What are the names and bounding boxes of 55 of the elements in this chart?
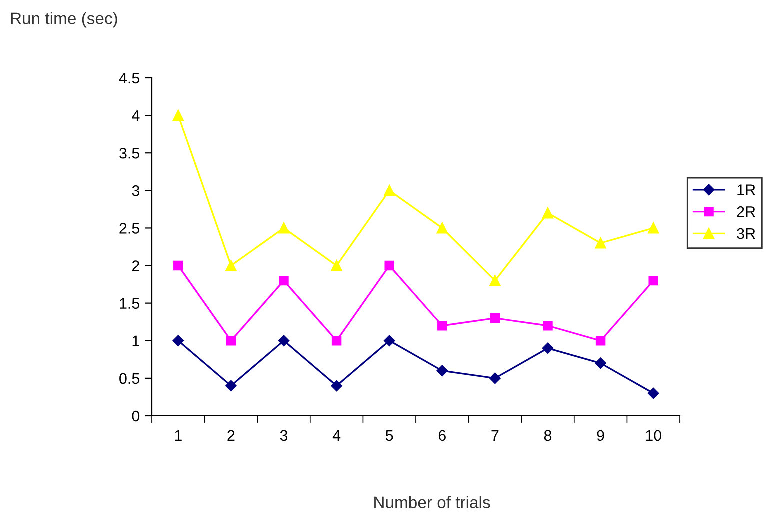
- legend-label: 2R: [737, 206, 756, 218]
- point: [226, 260, 237, 272]
- y-axis-title: Run time (sec): [11, 12, 118, 28]
- point: [279, 276, 289, 286]
- point: [226, 336, 236, 346]
- point: [595, 238, 606, 249]
- point: [384, 185, 396, 196]
- y-tick-label: 2.5: [120, 223, 140, 234]
- y-tick-label: 0.5: [120, 373, 140, 384]
- y-tick-label: 0: [132, 410, 140, 422]
- y-tick-label: 4.5: [119, 73, 140, 84]
- point: [331, 260, 342, 272]
- point: [596, 336, 606, 346]
- point: [172, 335, 184, 346]
- point: [490, 275, 501, 286]
- point: [542, 342, 554, 354]
- y-tick-label: 3.5: [120, 148, 140, 159]
- point: [384, 335, 396, 346]
- point: [648, 276, 658, 286]
- point: [648, 222, 660, 234]
- point: [332, 336, 342, 346]
- y-tick-label: 4: [132, 110, 140, 122]
- point: [172, 110, 184, 122]
- x-tick-label: 8: [544, 430, 552, 442]
- point: [226, 380, 237, 392]
- point: [438, 321, 448, 331]
- y-tick-label: 1: [132, 336, 140, 346]
- y-tick-label: 3: [132, 186, 140, 196]
- x-tick-label: 2: [228, 430, 235, 441]
- legend-label: 1R: [738, 184, 756, 196]
- x-tick-label: 7: [492, 430, 499, 441]
- point: [436, 365, 448, 377]
- y-tick-label: 1.5: [120, 298, 140, 310]
- point: [278, 222, 290, 234]
- x-tick-label: 1: [175, 430, 182, 441]
- x-axis-title: Number of trials: [374, 496, 490, 508]
- point: [384, 260, 394, 271]
- point: [174, 260, 184, 271]
- point: [648, 388, 660, 400]
- x-tick-label: 6: [438, 430, 446, 442]
- x-tick-label: 9: [597, 430, 604, 442]
- legend-label: 3R: [737, 228, 756, 240]
- point: [542, 208, 554, 219]
- point: [490, 313, 500, 324]
- point: [490, 372, 501, 384]
- point: [331, 380, 342, 392]
- y-tick-label: 2: [132, 260, 140, 272]
- point: [278, 335, 290, 346]
- point: [595, 358, 606, 370]
- x-tick-label: 4: [332, 430, 341, 441]
- x-tick-label: 10: [646, 430, 662, 442]
- x-tick-label: 5: [386, 430, 394, 442]
- x-tick-label: 3: [280, 430, 288, 442]
- point: [543, 321, 553, 331]
- point: [436, 222, 448, 234]
